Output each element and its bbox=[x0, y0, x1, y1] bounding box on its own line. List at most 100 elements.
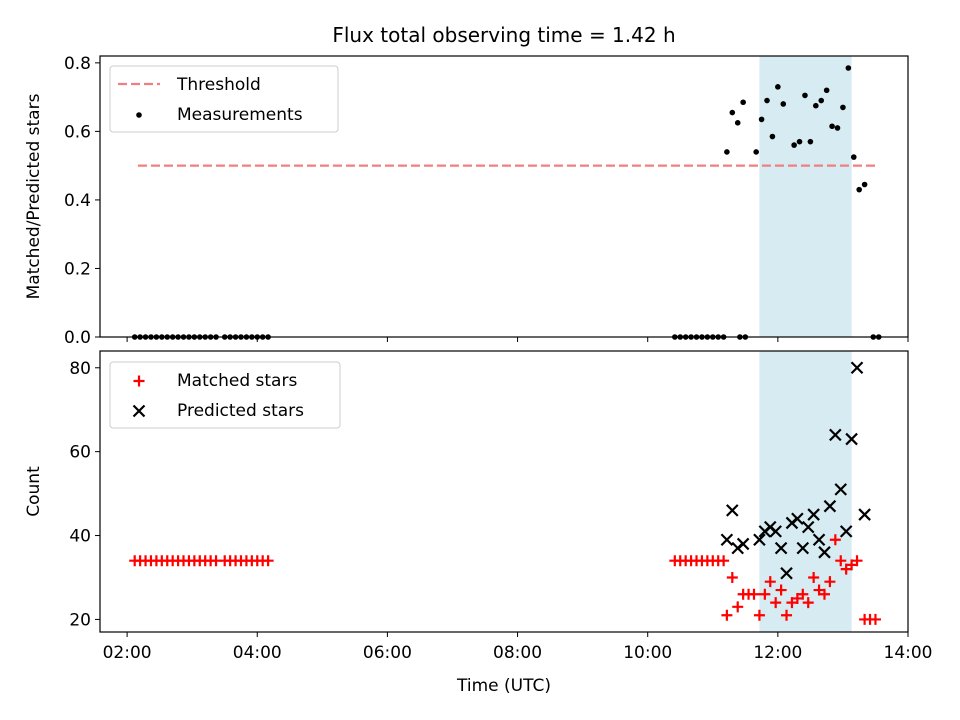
y-tick-label: 60 bbox=[69, 443, 91, 463]
data-point bbox=[850, 361, 864, 375]
data-point bbox=[840, 104, 846, 111]
legend-box bbox=[109, 361, 341, 429]
data-point bbox=[734, 120, 741, 126]
data-point bbox=[780, 567, 793, 580]
plot-frame bbox=[99, 350, 909, 633]
data-point bbox=[835, 555, 847, 567]
data-point bbox=[845, 65, 852, 71]
data-point bbox=[869, 613, 881, 625]
data-point bbox=[753, 609, 765, 621]
data-point bbox=[726, 571, 738, 583]
x-tick-label: 08:00 bbox=[493, 643, 542, 663]
data-point bbox=[262, 555, 274, 567]
legend-measurements-label: Measurements bbox=[177, 105, 303, 125]
data-point bbox=[774, 541, 788, 555]
bottom-panel: 20 40 60 80 02:00 04:00 06:00 08:00 10:00 12:00 14… bbox=[24, 350, 933, 696]
data-point bbox=[726, 504, 739, 517]
data-point bbox=[829, 534, 841, 546]
data-point bbox=[818, 546, 831, 559]
legend-threshold-label: Threshold bbox=[176, 75, 261, 95]
series-matched-stars bbox=[129, 534, 881, 625]
data-point bbox=[801, 520, 815, 534]
legend-matched-label: Matched stars bbox=[177, 371, 297, 391]
data-point bbox=[829, 428, 842, 442]
data-point bbox=[133, 375, 145, 387]
data-point bbox=[769, 525, 782, 538]
data-point bbox=[753, 533, 766, 547]
data-point bbox=[791, 142, 797, 148]
legend-measurements-swatch bbox=[136, 112, 142, 118]
data-point bbox=[812, 533, 826, 547]
data-point bbox=[858, 508, 871, 521]
data-point bbox=[791, 512, 804, 526]
x-tick-label: 12:00 bbox=[753, 643, 802, 663]
data-point bbox=[796, 138, 803, 145]
chart-title: Flux total observing time = 1.42 h bbox=[332, 23, 675, 47]
data-point bbox=[769, 133, 776, 140]
data-point bbox=[753, 149, 759, 155]
data-point bbox=[829, 123, 835, 130]
x-tick-label: 14:00 bbox=[884, 643, 933, 663]
legend-predicted-label: Predicted stars bbox=[177, 401, 304, 421]
y-tick-label: 0.4 bbox=[64, 191, 91, 211]
data-point bbox=[775, 84, 781, 90]
y-tick-label: 40 bbox=[69, 527, 91, 547]
data-point bbox=[721, 609, 733, 621]
data-point bbox=[802, 597, 814, 609]
data-point bbox=[764, 576, 776, 588]
data-point bbox=[797, 588, 809, 600]
data-point bbox=[808, 571, 820, 583]
data-point bbox=[851, 555, 863, 567]
data-point bbox=[818, 588, 830, 600]
data-point bbox=[856, 186, 862, 193]
legend-box bbox=[109, 65, 339, 133]
y-axis-label: Matched/Predicted stars bbox=[24, 93, 44, 299]
y-tick-label: 0.6 bbox=[64, 122, 91, 142]
data-point bbox=[818, 97, 825, 104]
data-point bbox=[813, 102, 819, 109]
plot-frame bbox=[99, 55, 909, 338]
data-point bbox=[780, 101, 787, 107]
x-tick-label: 10:00 bbox=[623, 643, 672, 663]
series-predicted-stars bbox=[720, 361, 871, 580]
data-point bbox=[724, 149, 730, 155]
data-point bbox=[796, 541, 810, 555]
data-point bbox=[834, 483, 848, 496]
data-point bbox=[823, 87, 830, 94]
data-point bbox=[132, 404, 146, 418]
y-tick-label: 20 bbox=[69, 610, 91, 630]
data-point bbox=[807, 508, 820, 521]
data-point bbox=[729, 109, 736, 116]
data-point bbox=[839, 525, 853, 538]
highlight-span bbox=[759, 56, 852, 337]
data-point bbox=[807, 138, 814, 145]
data-point bbox=[764, 97, 770, 104]
data-point bbox=[770, 597, 782, 609]
top-panel: 0.0 0.2 0.4 0.6 0.8 Matched/Predicted stars Th… bbox=[24, 54, 909, 348]
y-tick-label: 0.0 bbox=[64, 328, 91, 348]
data-point bbox=[759, 588, 771, 600]
data-point bbox=[845, 432, 858, 446]
data-point bbox=[781, 609, 793, 621]
data-point bbox=[718, 555, 730, 567]
legend: Threshold Measurements bbox=[109, 65, 339, 133]
data-point bbox=[758, 116, 765, 123]
data-point bbox=[732, 601, 744, 613]
data-point bbox=[740, 99, 746, 106]
data-point bbox=[736, 537, 750, 551]
x-axis-label: Time (UTC) bbox=[456, 676, 551, 696]
x-tick-label: 06:00 bbox=[363, 643, 412, 663]
highlight-span bbox=[759, 351, 852, 632]
x-tick-label: 04:00 bbox=[233, 643, 282, 663]
legend: Matched stars Predicted stars bbox=[109, 361, 341, 429]
data-point bbox=[824, 576, 836, 588]
data-point bbox=[802, 92, 808, 99]
y-axis-label: Count bbox=[24, 466, 44, 517]
data-point bbox=[834, 125, 841, 131]
y-tick-label: 0.8 bbox=[64, 54, 91, 74]
x-tick-label: 02:00 bbox=[103, 643, 152, 663]
data-point bbox=[861, 181, 868, 188]
y-tick-label: 0.2 bbox=[64, 259, 91, 279]
data-point bbox=[720, 533, 734, 547]
